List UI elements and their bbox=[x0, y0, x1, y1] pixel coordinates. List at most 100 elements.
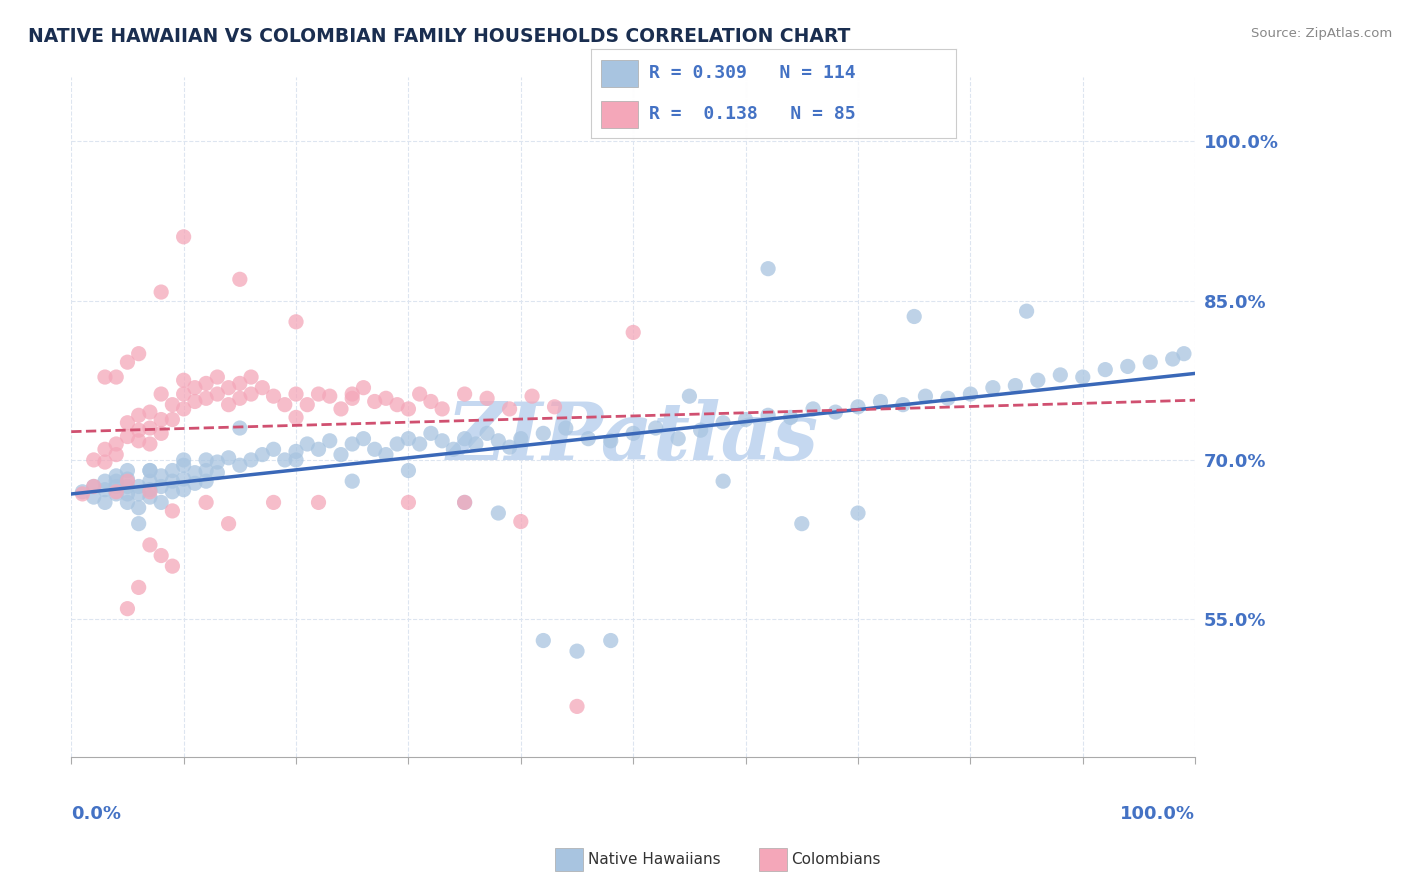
Point bbox=[475, 392, 498, 406]
Point bbox=[229, 392, 252, 406]
Point bbox=[430, 434, 453, 448]
Point bbox=[779, 410, 801, 425]
Point bbox=[285, 410, 308, 425]
Point bbox=[117, 474, 139, 488]
Point bbox=[1094, 362, 1116, 376]
Point bbox=[565, 699, 588, 714]
Point bbox=[1161, 351, 1184, 366]
Point bbox=[364, 442, 387, 457]
Point bbox=[285, 444, 308, 458]
Point bbox=[105, 484, 128, 499]
Point bbox=[396, 432, 419, 446]
Text: Source: ZipAtlas.com: Source: ZipAtlas.com bbox=[1251, 27, 1392, 40]
Point bbox=[105, 448, 128, 462]
Point bbox=[565, 644, 588, 658]
Point bbox=[139, 483, 162, 497]
Point bbox=[207, 387, 229, 401]
Point bbox=[824, 405, 846, 419]
Point bbox=[543, 400, 565, 414]
Point bbox=[498, 440, 520, 454]
Point bbox=[464, 437, 486, 451]
Point bbox=[252, 381, 274, 395]
Point bbox=[1071, 370, 1094, 384]
Point bbox=[1026, 373, 1049, 387]
Point bbox=[396, 401, 419, 416]
Point bbox=[218, 450, 240, 465]
Point bbox=[218, 398, 240, 412]
Point bbox=[105, 487, 128, 501]
Point bbox=[599, 633, 621, 648]
Point bbox=[342, 437, 364, 451]
Point bbox=[229, 376, 252, 391]
FancyBboxPatch shape bbox=[602, 60, 638, 87]
Point bbox=[150, 387, 173, 401]
Point bbox=[83, 479, 105, 493]
Point bbox=[128, 581, 150, 595]
Point bbox=[105, 468, 128, 483]
Point bbox=[297, 398, 319, 412]
Point bbox=[218, 381, 240, 395]
Point bbox=[105, 437, 128, 451]
Point bbox=[801, 401, 824, 416]
Point bbox=[689, 423, 711, 437]
Point bbox=[1049, 368, 1071, 382]
Point bbox=[308, 387, 330, 401]
Point bbox=[756, 409, 779, 423]
Point bbox=[430, 401, 453, 416]
Point bbox=[678, 389, 700, 403]
Point bbox=[162, 412, 184, 426]
Point bbox=[1004, 378, 1026, 392]
Point bbox=[117, 429, 139, 443]
Point bbox=[621, 326, 644, 340]
Point bbox=[353, 432, 375, 446]
Point bbox=[207, 370, 229, 384]
Point bbox=[162, 474, 184, 488]
Point bbox=[72, 487, 94, 501]
Point bbox=[139, 437, 162, 451]
Point bbox=[486, 434, 509, 448]
Point bbox=[385, 398, 408, 412]
Point bbox=[396, 495, 419, 509]
Point bbox=[94, 483, 117, 497]
Point bbox=[330, 448, 353, 462]
Point bbox=[453, 495, 475, 509]
Point bbox=[162, 398, 184, 412]
Point bbox=[162, 504, 184, 518]
Point bbox=[162, 484, 184, 499]
Point bbox=[846, 400, 869, 414]
Point bbox=[342, 387, 364, 401]
Point bbox=[128, 487, 150, 501]
Point bbox=[139, 405, 162, 419]
Point bbox=[520, 389, 543, 403]
Point bbox=[576, 432, 599, 446]
FancyBboxPatch shape bbox=[602, 101, 638, 128]
Point bbox=[94, 455, 117, 469]
Point bbox=[509, 432, 531, 446]
Point bbox=[117, 355, 139, 369]
Point bbox=[195, 474, 218, 488]
Text: NATIVE HAWAIIAN VS COLOMBIAN FAMILY HOUSEHOLDS CORRELATION CHART: NATIVE HAWAIIAN VS COLOMBIAN FAMILY HOUS… bbox=[28, 27, 851, 45]
Point bbox=[184, 466, 207, 480]
Point bbox=[195, 464, 218, 478]
Point bbox=[195, 376, 218, 391]
Point bbox=[408, 387, 430, 401]
Point bbox=[117, 601, 139, 615]
Point bbox=[218, 516, 240, 531]
Point bbox=[150, 495, 173, 509]
Point bbox=[117, 416, 139, 430]
Point bbox=[419, 394, 441, 409]
Point bbox=[263, 495, 285, 509]
Point bbox=[195, 453, 218, 467]
Text: 100.0%: 100.0% bbox=[1121, 805, 1195, 823]
Point bbox=[959, 387, 981, 401]
Point bbox=[297, 437, 319, 451]
Point bbox=[83, 479, 105, 493]
Point bbox=[509, 515, 531, 529]
Point bbox=[139, 490, 162, 504]
Point bbox=[364, 394, 387, 409]
Point bbox=[644, 421, 666, 435]
Point bbox=[139, 474, 162, 488]
Point bbox=[173, 373, 195, 387]
Point bbox=[195, 392, 218, 406]
Point bbox=[94, 442, 117, 457]
